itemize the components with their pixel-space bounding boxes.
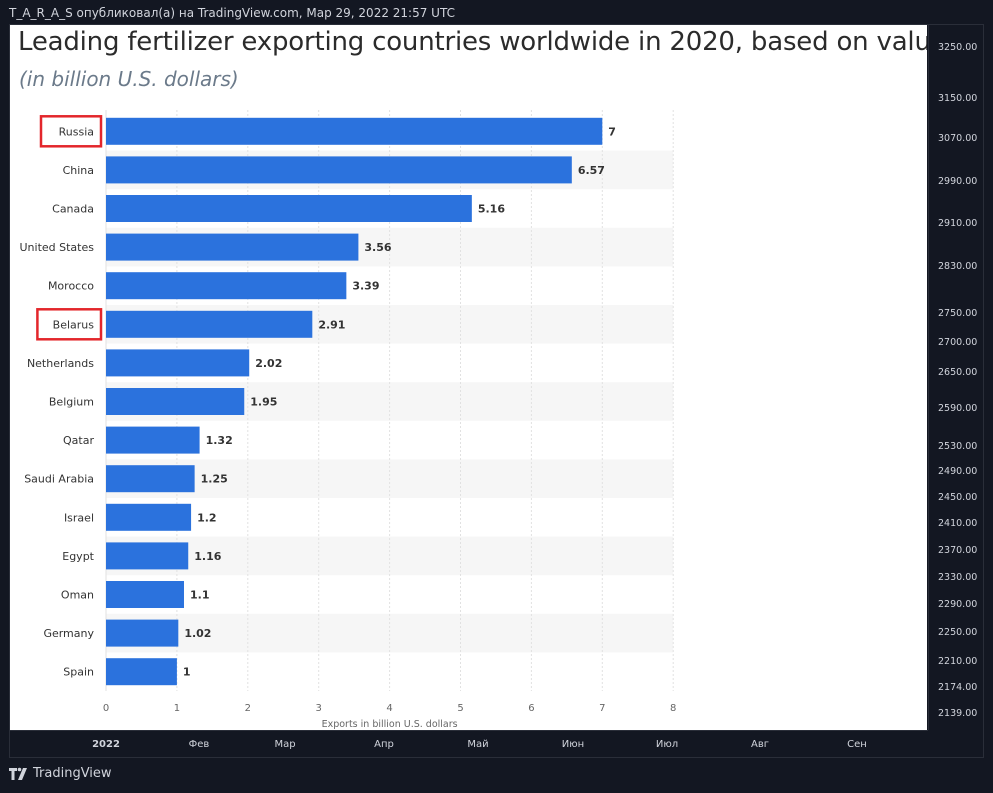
bar xyxy=(106,310,313,338)
bar xyxy=(106,156,572,184)
price-label: 2450.00 xyxy=(938,492,978,503)
x-tick-label: 5 xyxy=(457,703,463,714)
value-label: 1.32 xyxy=(206,434,233,447)
bar xyxy=(106,117,603,145)
bar xyxy=(106,233,359,261)
x-tick-label: 8 xyxy=(670,703,676,714)
x-tick-label: 7 xyxy=(599,703,605,714)
bar xyxy=(106,349,250,377)
category-label: Israel xyxy=(64,511,94,524)
category-label: United States xyxy=(20,241,95,254)
chart-image[interactable]: Leading fertilizer exporting countries w… xyxy=(10,25,927,730)
x-tick-label: 1 xyxy=(174,703,180,714)
price-label: 2174.00 xyxy=(938,682,978,693)
x-tick-label: 6 xyxy=(528,703,534,714)
highlight-box xyxy=(39,115,103,148)
price-axis[interactable]: 3250.00 3150.00 3070.00 2990.00 2910.00 2830.… xyxy=(928,25,985,730)
category-label: Saudi Arabia xyxy=(24,473,94,486)
bar xyxy=(106,465,195,493)
time-label: 2022 xyxy=(92,739,120,750)
price-label: 2490.00 xyxy=(938,466,978,477)
x-axis-label: Exports in billion U.S. dollars xyxy=(322,719,458,730)
price-label: 2210.00 xyxy=(938,656,978,667)
chart-title: Leading fertilizer exporting countries w… xyxy=(18,27,927,57)
value-label: 1.95 xyxy=(250,396,277,409)
chart-frame xyxy=(9,24,984,758)
price-label: 2370.00 xyxy=(938,545,978,556)
category-label: Egypt xyxy=(62,550,94,563)
bar-chart: Russia 7 China 6.57 Canada 5.16 United States 3… xyxy=(20,110,676,730)
bar xyxy=(106,658,177,686)
x-tick-label: 3 xyxy=(316,703,322,714)
value-label: 3.39 xyxy=(352,280,379,293)
price-label: 2590.00 xyxy=(938,403,978,414)
time-label: Апр xyxy=(374,739,394,750)
time-label: Сен xyxy=(847,739,867,750)
time-axis[interactable]: 2022 Фев Мар Апр Май Июн Июл Авг Сен xyxy=(10,730,928,758)
time-label: Мар xyxy=(274,739,296,750)
bar xyxy=(106,619,179,647)
category-label: Belgium xyxy=(49,396,94,409)
category-label: Canada xyxy=(52,203,94,216)
bar xyxy=(106,195,472,222)
price-label: 3070.00 xyxy=(938,133,978,144)
category-label: Morocco xyxy=(48,280,94,293)
tradingview-logo-icon xyxy=(9,767,27,780)
bar xyxy=(106,272,347,300)
price-label: 3150.00 xyxy=(938,93,978,104)
category-label: Netherlands xyxy=(27,357,94,370)
price-label: 2650.00 xyxy=(938,367,978,378)
value-label: 2.02 xyxy=(255,357,282,370)
value-label: 7 xyxy=(608,125,616,138)
category-label: Belarus xyxy=(53,318,95,331)
row-band xyxy=(106,613,674,653)
publish-info: T_A_R_A_S опубликовал(а) на TradingView.… xyxy=(9,6,455,20)
time-label: Авг xyxy=(751,739,769,750)
highlight-box xyxy=(36,308,103,341)
value-label: 3.56 xyxy=(364,241,391,254)
price-label: 2330.00 xyxy=(938,572,978,583)
x-tick-label: 2 xyxy=(245,703,251,714)
category-label: Oman xyxy=(61,589,94,602)
category-label: Russia xyxy=(59,125,94,138)
value-label: 5.16 xyxy=(478,203,505,216)
price-label: 2250.00 xyxy=(938,627,978,638)
value-label: 1 xyxy=(183,666,191,679)
time-label: Июн xyxy=(561,739,585,750)
category-label: Germany xyxy=(43,627,94,640)
price-label: 3250.00 xyxy=(938,42,978,53)
tradingview-brand[interactable]: TradingView xyxy=(9,766,112,781)
value-label: 6.57 xyxy=(578,164,605,177)
value-label: 1.16 xyxy=(194,550,221,563)
price-label: 2910.00 xyxy=(938,218,978,229)
x-tick-label: 4 xyxy=(386,703,392,714)
price-label: 2700.00 xyxy=(938,337,978,348)
value-label: 1.2 xyxy=(197,511,217,524)
chart-subtitle: (in billion U.S. dollars) xyxy=(19,67,239,91)
value-label: 1.02 xyxy=(184,627,211,640)
time-label: Июл xyxy=(655,739,679,750)
category-label: Spain xyxy=(63,666,94,679)
bar xyxy=(106,388,245,415)
value-label: 1.1 xyxy=(190,589,210,602)
price-label: 2290.00 xyxy=(938,599,978,610)
price-label: 2139.00 xyxy=(938,708,978,719)
brand-name: TradingView xyxy=(33,766,112,781)
time-label: Май xyxy=(467,739,489,750)
value-label: 1.25 xyxy=(201,473,228,486)
x-tick-label: 0 xyxy=(103,703,109,714)
price-label: 2750.00 xyxy=(938,308,978,319)
value-label: 2.91 xyxy=(318,318,345,331)
price-label: 2410.00 xyxy=(938,518,978,529)
category-label: China xyxy=(63,164,94,177)
price-label: 2530.00 xyxy=(938,441,978,452)
category-label: Qatar xyxy=(63,434,94,447)
bar xyxy=(106,426,200,454)
time-label: Фев xyxy=(188,739,210,750)
price-label: 2830.00 xyxy=(938,261,978,272)
bar xyxy=(106,581,184,608)
bar xyxy=(106,503,192,531)
price-label: 2990.00 xyxy=(938,176,978,187)
bar xyxy=(106,542,189,570)
